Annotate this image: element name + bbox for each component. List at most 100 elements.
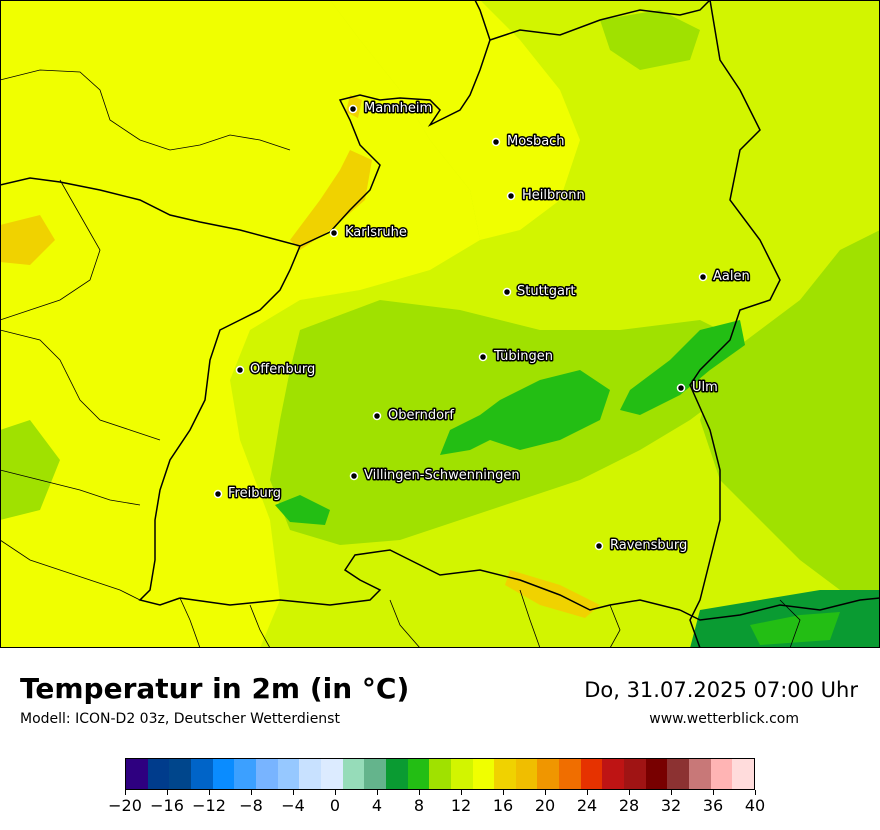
legend-tick-label: 8	[413, 796, 425, 815]
legend-swatch	[667, 759, 690, 789]
legend-tick-label: −8	[239, 796, 263, 815]
legend-swatch	[190, 759, 213, 789]
legend-tick-label: 40	[744, 796, 766, 815]
legend-swatch	[407, 759, 430, 789]
hot-pocket-lake	[505, 570, 600, 618]
legend-tick-label: 32	[660, 796, 682, 815]
city-label-offenburg: Offenburg	[250, 362, 315, 377]
legend-swatch	[342, 759, 365, 789]
color-legend	[125, 758, 755, 790]
state-borders	[0, 0, 880, 648]
cold-core-alb	[440, 370, 610, 455]
legend-tick-label: 20	[534, 796, 556, 815]
city-dot-ulm	[676, 383, 686, 393]
city-dot-ravensburg	[594, 541, 604, 551]
legend-swatch	[732, 759, 755, 789]
legend-swatch	[559, 759, 581, 789]
legend-tick	[670, 790, 672, 795]
city-label-aalen: Aalen	[713, 269, 750, 284]
legend-swatch	[450, 759, 473, 789]
cold-core-blackforest	[275, 495, 330, 525]
legend-tick	[754, 790, 756, 795]
city-dot-tuebingen	[478, 352, 488, 362]
city-dot-villingen-schwenningen	[349, 471, 359, 481]
city-label-stuttgart: Stuttgart	[517, 284, 575, 299]
legend-tick	[460, 790, 462, 795]
legend-tick	[124, 790, 126, 795]
legend-ticks: −20 −16 −12 −8 −4 0 4 8 12 16 20 24 28 32 36 40	[108, 790, 765, 820]
warm-zone-north	[330, 0, 580, 240]
city-label-ravensburg: Ravensburg	[610, 538, 687, 553]
cold-core-ulm	[620, 320, 745, 415]
legend-swatch	[494, 759, 516, 789]
city-dot-oberndorf	[372, 411, 382, 421]
legend-swatch	[277, 759, 300, 789]
hot-pocket-west	[0, 215, 55, 265]
legend-tick-label: 28	[618, 796, 640, 815]
city-label-mannheim: Mannheim	[364, 101, 432, 116]
city-label-villingen-schwenningen: Villingen-Schwenningen	[364, 468, 520, 483]
legend-tick-label: −20	[108, 796, 142, 815]
city-dot-freiburg	[213, 489, 223, 499]
legend-tick-label: 4	[371, 796, 383, 815]
legend-tick	[544, 790, 546, 795]
legend-swatch	[515, 759, 538, 789]
city-label-heilbronn: Heilbronn	[522, 188, 585, 203]
city-label-freiburg: Freiburg	[228, 486, 281, 501]
legend-tick-label: 12	[450, 796, 472, 815]
city-label-oberndorf: Oberndorf	[388, 408, 454, 423]
legend-swatch	[689, 759, 711, 789]
legend-swatch	[212, 759, 235, 789]
legend-swatch	[624, 759, 646, 789]
legend-tick-label: −12	[192, 796, 226, 815]
legend-swatch	[234, 759, 256, 789]
legend-tick	[166, 790, 168, 795]
city-label-ulm: Ulm	[692, 380, 718, 395]
legend-tick-label: −4	[281, 796, 305, 815]
legend-swatch	[710, 759, 733, 789]
city-label-mosbach: Mosbach	[507, 134, 565, 149]
legend-tick	[628, 790, 630, 795]
city-label-tuebingen: Tübingen	[493, 349, 553, 364]
legend-tick	[334, 790, 336, 795]
city-label-karlsruhe: Karlsruhe	[345, 225, 407, 240]
cool-zone-west	[0, 420, 60, 520]
map-title: Temperatur in 2m (in °C)	[20, 672, 410, 705]
legend-swatch	[472, 759, 495, 789]
legend-swatch	[537, 759, 560, 789]
legend-tick	[376, 790, 378, 795]
city-dot-mosbach	[491, 137, 501, 147]
legend-swatch	[147, 759, 170, 789]
city-dot-mannheim	[348, 104, 358, 114]
legend-tick-label: −16	[150, 796, 184, 815]
legend-swatch	[299, 759, 321, 789]
legend-swatch	[169, 759, 191, 789]
legend-swatch	[429, 759, 451, 789]
legend-tick	[208, 790, 210, 795]
cold-core-allgaeu-inner	[750, 612, 840, 645]
legend-swatch	[126, 759, 148, 789]
legend-swatch	[364, 759, 386, 789]
city-dot-heilbronn	[506, 191, 516, 201]
legend-tick	[712, 790, 714, 795]
legend-tick	[502, 790, 504, 795]
city-dot-offenburg	[235, 365, 245, 375]
city-dot-stuttgart	[502, 287, 512, 297]
legend-swatch	[580, 759, 603, 789]
city-dot-aalen	[698, 272, 708, 282]
legend-swatch	[320, 759, 343, 789]
cool-zone-ne	[600, 10, 700, 70]
legend-swatch	[255, 759, 278, 789]
legend-tick	[586, 790, 588, 795]
legend-tick-label: 0	[329, 796, 341, 815]
legend-swatch	[602, 759, 625, 789]
temperature-map: Mannheim Mosbach Heilbronn Karlsruhe Aal…	[0, 0, 880, 648]
hot-pocket-rhine	[290, 150, 372, 250]
legend-tick	[418, 790, 420, 795]
website-credit: www.wetterblick.com	[649, 711, 799, 727]
legend-tick	[292, 790, 294, 795]
legend-tick-label: 36	[702, 796, 724, 815]
legend-tick	[250, 790, 252, 795]
city-dot-karlsruhe	[329, 228, 339, 238]
forecast-datetime: Do, 31.07.2025 07:00 Uhr	[584, 678, 858, 702]
